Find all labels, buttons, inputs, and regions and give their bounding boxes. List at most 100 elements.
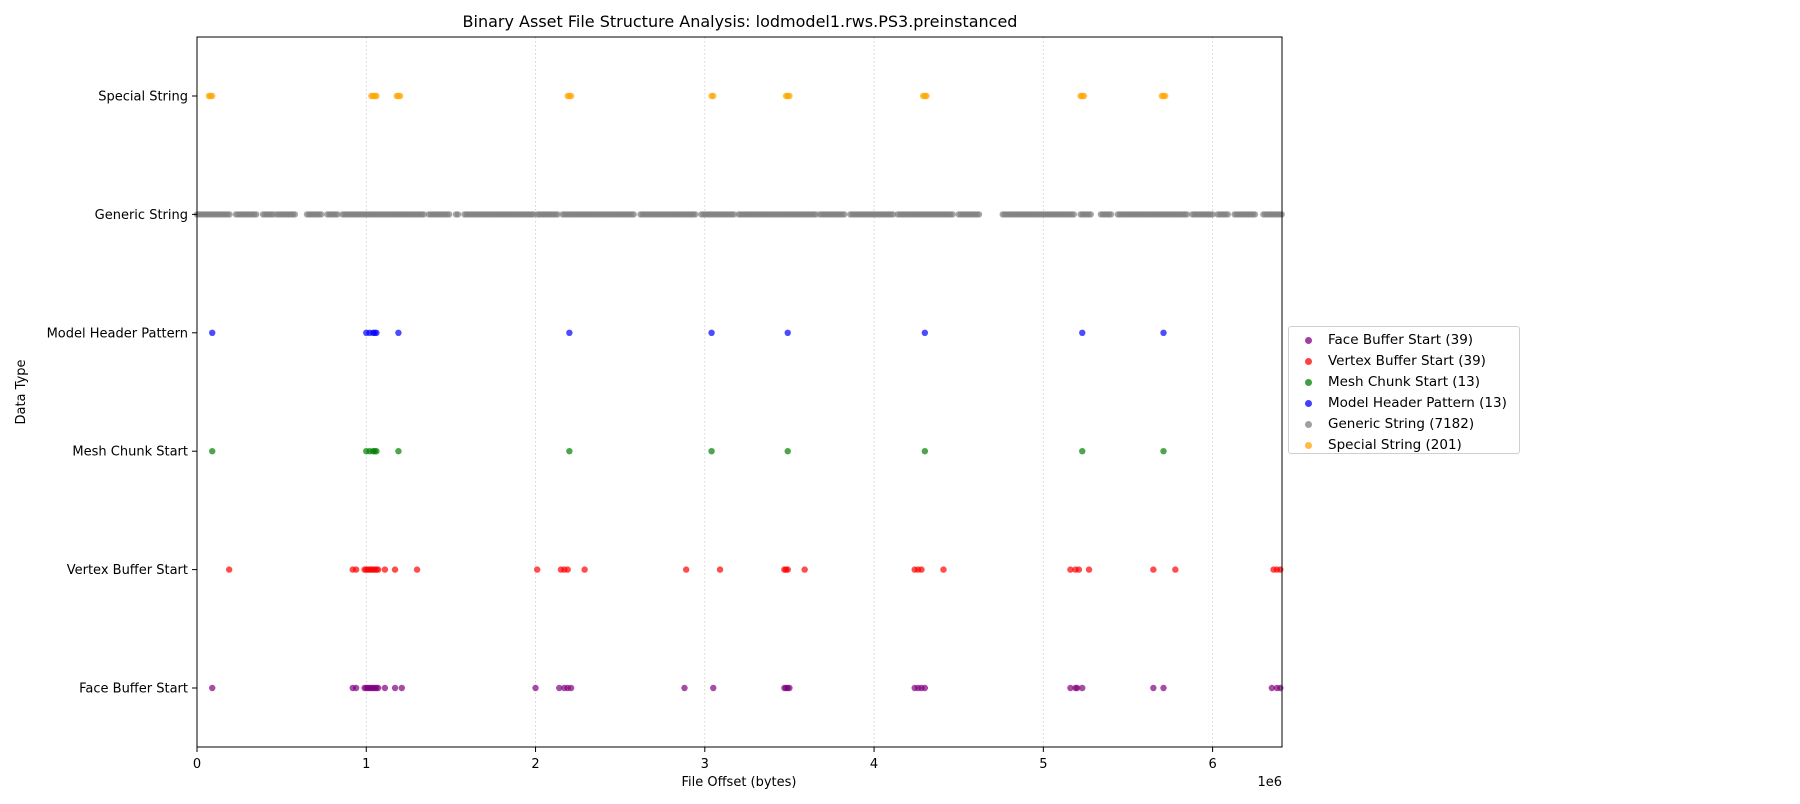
- legend-item-face-buffer-start: Face Buffer Start (39): [1289, 330, 1473, 350]
- point-special-string: [567, 92, 575, 100]
- x-tick-label: 5: [1039, 757, 1047, 772]
- point-generic-string: [420, 211, 428, 218]
- point-vertex-buffer-start: [1277, 566, 1284, 573]
- point-mesh-chunk-start: [395, 448, 402, 455]
- point-mesh-chunk-start: [371, 448, 378, 455]
- point-generic-string: [291, 211, 299, 218]
- point-special-string: [923, 92, 930, 100]
- legend-item-mesh-chunk-start: Mesh Chunk Start (13): [1289, 372, 1480, 392]
- point-face-buffer-start: [1160, 684, 1167, 692]
- point-generic-string: [889, 211, 897, 218]
- point-vertex-buffer-start: [1172, 566, 1179, 573]
- point-face-buffer-start: [1268, 684, 1276, 692]
- x-gridlines: [196, 37, 1214, 747]
- point-vertex-buffer-start: [1150, 566, 1157, 573]
- legend-item-special-string: Special String (201): [1289, 435, 1462, 455]
- series-face-buffer-start: [209, 684, 1284, 692]
- point-generic-string: [692, 211, 699, 218]
- series-vertex-buffer-start: [225, 566, 1284, 573]
- point-vertex-buffer-start: [1075, 566, 1083, 573]
- point-special-string: [1162, 92, 1169, 100]
- point-special-string: [209, 92, 216, 100]
- legend-marker: [1305, 399, 1312, 407]
- point-generic-string: [1183, 211, 1191, 218]
- point-vertex-buffer-start: [682, 566, 690, 573]
- legend-label: Special String (201): [1328, 437, 1462, 453]
- point-model-header-pattern: [708, 329, 715, 336]
- y-tick-label: Special String: [98, 90, 188, 105]
- point-face-buffer-start: [352, 684, 360, 692]
- point-generic-string: [1070, 211, 1078, 218]
- point-face-buffer-start: [532, 684, 539, 692]
- point-face-buffer-start: [786, 684, 793, 692]
- point-face-buffer-start: [398, 684, 406, 692]
- point-generic-string: [1251, 211, 1259, 218]
- plot-area-frame: [196, 36, 1283, 748]
- legend-marker: [1305, 336, 1312, 344]
- point-generic-string: [318, 211, 325, 218]
- point-generic-string: [730, 211, 738, 218]
- point-special-string: [1080, 92, 1088, 100]
- series-special-string: [205, 92, 1169, 100]
- legend-marker: [1305, 378, 1312, 386]
- x-axis-offset-label: 1e6: [1257, 775, 1282, 790]
- point-vertex-buffer-start: [534, 566, 541, 573]
- point-generic-string: [554, 211, 561, 218]
- point-face-buffer-start: [1150, 684, 1157, 692]
- point-face-buffer-start: [1073, 684, 1081, 692]
- x-axis-label: File Offset (bytes): [681, 775, 796, 790]
- y-axis-ticks: Face Buffer Start Vertex Buffer Start Mesh…: [47, 90, 197, 697]
- point-mesh-chunk-start: [1160, 448, 1167, 455]
- point-vertex-buffer-start: [918, 566, 925, 573]
- point-generic-string: [1209, 211, 1216, 218]
- point-generic-string: [949, 211, 956, 218]
- point-mesh-chunk-start: [784, 448, 791, 455]
- point-generic-string: [1107, 211, 1115, 218]
- y-tick-label: Generic String: [95, 208, 188, 223]
- series-model-header-pattern: [209, 329, 1167, 336]
- point-vertex-buffer-start: [564, 566, 571, 573]
- x-tick-label: 0: [193, 757, 201, 772]
- point-model-header-pattern: [1160, 329, 1167, 336]
- point-vertex-buffer-start: [801, 566, 808, 573]
- x-tick-label: 6: [1208, 757, 1216, 772]
- x-tick-label: 3: [701, 757, 709, 772]
- data-points: [193, 92, 1285, 692]
- legend-item-vertex-buffer-start: Vertex Buffer Start (39): [1289, 351, 1486, 371]
- point-face-buffer-start: [381, 684, 389, 692]
- point-generic-string: [630, 211, 637, 218]
- point-model-header-pattern: [371, 329, 378, 336]
- point-vertex-buffer-start: [391, 566, 399, 573]
- point-face-buffer-start: [681, 684, 688, 692]
- point-generic-string: [446, 211, 453, 218]
- series-generic-string: [193, 211, 1285, 218]
- point-special-string: [373, 92, 380, 100]
- legend: Face Buffer Start (39) Vertex Buffer Sta…: [1288, 326, 1520, 454]
- point-vertex-buffer-start: [581, 566, 588, 573]
- point-vertex-buffer-start: [374, 566, 382, 573]
- legend-label: Face Buffer Start (39): [1328, 332, 1474, 348]
- point-generic-string: [226, 211, 233, 218]
- legend-item-model-header-pattern: Model Header Pattern (13): [1289, 393, 1507, 413]
- x-tick-label: 2: [531, 757, 539, 772]
- point-model-header-pattern: [921, 329, 929, 336]
- point-face-buffer-start: [567, 684, 575, 692]
- point-generic-string: [975, 211, 983, 218]
- point-special-string: [786, 92, 793, 100]
- point-generic-string: [334, 211, 341, 218]
- legend-marker: [1305, 357, 1312, 365]
- x-axis-ticks: 0 1 2 3 4 5 6: [193, 747, 1217, 772]
- point-face-buffer-start: [1067, 684, 1074, 692]
- point-special-string: [396, 92, 404, 100]
- point-vertex-buffer-start: [1067, 566, 1074, 573]
- legend-marker: [1305, 441, 1312, 449]
- point-mesh-chunk-start: [921, 448, 929, 455]
- legend-item-generic-string: Generic String (7182): [1289, 414, 1474, 434]
- point-generic-string: [1224, 211, 1232, 218]
- legend-label: Mesh Chunk Start (13): [1328, 374, 1481, 390]
- point-face-buffer-start: [374, 684, 382, 692]
- point-mesh-chunk-start: [1079, 448, 1086, 455]
- point-mesh-chunk-start: [209, 448, 216, 455]
- point-generic-string: [253, 211, 260, 218]
